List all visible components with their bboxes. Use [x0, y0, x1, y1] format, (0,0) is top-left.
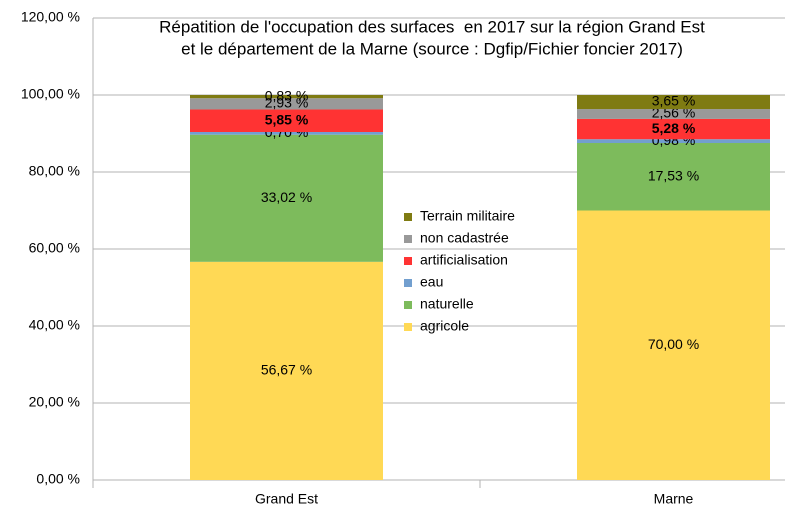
data-label: 70,00 %: [648, 336, 699, 352]
data-label: 5,28 %: [652, 120, 696, 136]
data-label: 3,65 %: [652, 93, 696, 109]
data-label: 0,83 %: [265, 87, 309, 103]
y-tick-label: 40,00 %: [29, 317, 80, 333]
data-label: 56,67 %: [261, 362, 312, 378]
bar-segment: [577, 143, 770, 211]
bar-segment: [190, 131, 383, 135]
bar-segment: [190, 95, 383, 99]
legend-label: naturelle: [420, 296, 474, 312]
bar-segment: [577, 109, 770, 119]
data-label: 5,85 %: [265, 111, 309, 127]
bar-segment: [577, 118, 770, 140]
legend-swatch: [404, 235, 412, 243]
legend-label: eau: [420, 274, 443, 290]
bar-segment: [577, 95, 770, 110]
x-tick-label: Grand Est: [255, 491, 318, 507]
y-tick-label: 120,00 %: [21, 9, 80, 25]
bar-segment: [577, 139, 770, 144]
legend-swatch: [404, 279, 412, 287]
data-label: 33,02 %: [261, 189, 312, 205]
y-tick-label: 100,00 %: [21, 86, 80, 102]
legend-label: agricole: [420, 318, 469, 334]
y-tick-label: 0,00 %: [36, 471, 80, 487]
y-tick-label: 60,00 %: [29, 240, 80, 256]
bar-segment: [190, 109, 383, 132]
legend-swatch: [404, 213, 412, 221]
bar-segment: [190, 98, 383, 110]
data-label: 2,93 %: [265, 95, 309, 111]
legend-label: Terrain militaire: [420, 208, 515, 224]
legend-label: artificialisation: [420, 252, 508, 268]
legend-swatch: [404, 323, 412, 331]
bar-segment: [577, 210, 770, 480]
y-tick-label: 20,00 %: [29, 394, 80, 410]
bar-segment: [190, 261, 383, 480]
legend-swatch: [404, 301, 412, 309]
y-tick-label: 80,00 %: [29, 163, 80, 179]
chart-title: et le département de la Marne (source : …: [181, 39, 683, 58]
legend-label: non cadastrée: [420, 230, 509, 246]
chart-title: Répatition de l'occupation des surfaces …: [159, 17, 705, 36]
bar-segment: [190, 134, 383, 262]
x-tick-label: Marne: [654, 491, 694, 507]
data-label: 17,53 %: [648, 167, 699, 183]
legend-swatch: [404, 257, 412, 265]
